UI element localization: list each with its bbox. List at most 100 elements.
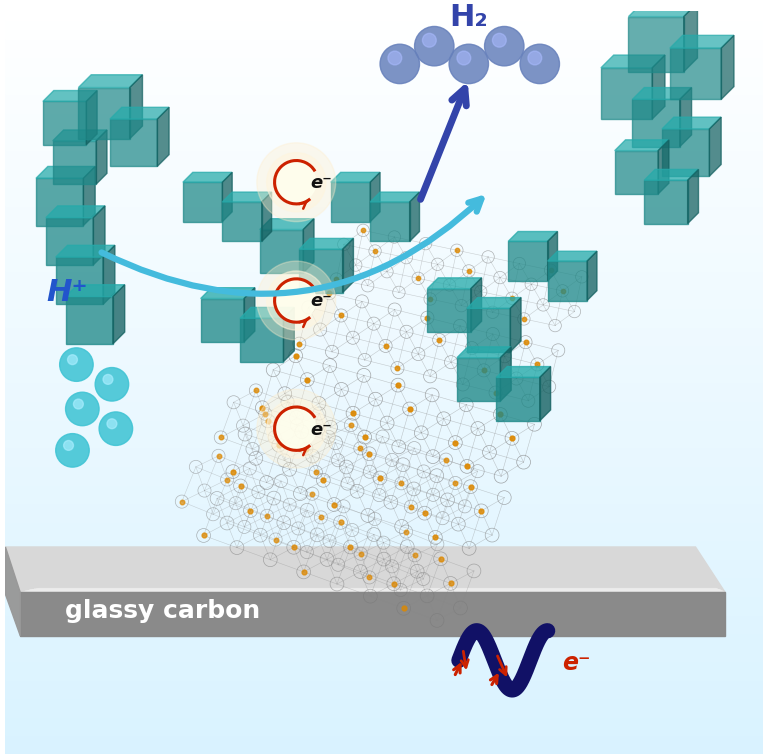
Text: e⁻: e⁻ <box>562 651 591 675</box>
Polygon shape <box>53 130 107 141</box>
Polygon shape <box>36 167 95 178</box>
Bar <box>5 19 763 29</box>
Bar <box>5 354 763 363</box>
Polygon shape <box>628 17 684 72</box>
Polygon shape <box>587 251 597 301</box>
Polygon shape <box>78 75 143 87</box>
Polygon shape <box>83 167 95 225</box>
Circle shape <box>257 389 336 468</box>
Polygon shape <box>662 117 721 129</box>
Polygon shape <box>28 589 721 591</box>
Bar <box>5 56 763 66</box>
Polygon shape <box>240 308 294 318</box>
Bar <box>5 29 763 38</box>
Bar <box>5 502 763 513</box>
Circle shape <box>95 367 129 401</box>
Polygon shape <box>183 173 232 182</box>
Text: e⁻: e⁻ <box>310 174 332 192</box>
Circle shape <box>99 412 133 446</box>
Polygon shape <box>200 299 244 342</box>
Polygon shape <box>370 192 419 202</box>
Bar <box>5 326 763 336</box>
Circle shape <box>415 26 454 66</box>
Circle shape <box>107 418 117 429</box>
Polygon shape <box>343 238 353 293</box>
Bar <box>5 38 763 48</box>
Bar <box>5 614 763 624</box>
Polygon shape <box>157 107 169 167</box>
Polygon shape <box>427 289 471 332</box>
Polygon shape <box>670 48 721 100</box>
Polygon shape <box>409 192 419 241</box>
Text: glassy carbon: glassy carbon <box>65 599 260 623</box>
Polygon shape <box>22 590 724 592</box>
Polygon shape <box>500 347 511 401</box>
Bar <box>5 47 763 57</box>
Polygon shape <box>56 257 103 305</box>
Bar <box>5 660 763 670</box>
Bar <box>5 75 763 85</box>
Bar <box>5 103 763 113</box>
Polygon shape <box>548 261 587 301</box>
Bar <box>5 344 763 354</box>
Bar <box>5 195 763 206</box>
Circle shape <box>276 163 316 202</box>
Bar <box>5 632 763 642</box>
Polygon shape <box>496 366 551 378</box>
Bar <box>5 530 763 541</box>
Bar <box>5 112 763 122</box>
Bar <box>5 66 763 75</box>
Bar <box>5 679 763 689</box>
Polygon shape <box>200 288 255 299</box>
Bar <box>5 400 763 410</box>
Polygon shape <box>652 55 665 119</box>
Polygon shape <box>183 182 222 222</box>
Polygon shape <box>27 589 722 591</box>
Bar <box>5 493 763 503</box>
Polygon shape <box>93 206 105 265</box>
Bar <box>5 549 763 559</box>
Bar <box>5 558 763 569</box>
Bar <box>5 130 763 141</box>
Bar <box>5 670 763 679</box>
Circle shape <box>64 440 74 450</box>
Circle shape <box>457 51 471 65</box>
Circle shape <box>68 354 78 365</box>
Circle shape <box>266 399 326 458</box>
Bar <box>5 84 763 94</box>
Bar <box>5 186 763 197</box>
Bar <box>5 251 763 262</box>
Bar <box>5 205 763 215</box>
Polygon shape <box>5 547 725 593</box>
Polygon shape <box>65 296 113 344</box>
Circle shape <box>520 44 559 84</box>
Text: H₂: H₂ <box>449 4 488 32</box>
Circle shape <box>492 33 506 48</box>
Bar <box>5 279 763 290</box>
Polygon shape <box>26 589 722 591</box>
Polygon shape <box>508 241 548 280</box>
Bar <box>5 214 763 225</box>
Polygon shape <box>632 100 680 147</box>
Circle shape <box>257 143 336 222</box>
Polygon shape <box>5 547 20 636</box>
Circle shape <box>276 409 316 449</box>
Bar <box>5 605 763 615</box>
Bar <box>5 474 763 485</box>
Polygon shape <box>43 101 86 145</box>
Polygon shape <box>24 590 723 592</box>
Polygon shape <box>86 90 97 145</box>
Polygon shape <box>113 285 124 344</box>
Circle shape <box>266 271 326 330</box>
Circle shape <box>388 51 402 65</box>
Bar <box>5 382 763 391</box>
Circle shape <box>449 44 488 84</box>
Polygon shape <box>23 590 724 592</box>
Bar <box>5 446 763 457</box>
Polygon shape <box>471 277 482 332</box>
Bar <box>5 289 763 299</box>
Bar <box>5 242 763 253</box>
Bar <box>5 177 763 187</box>
Polygon shape <box>30 588 720 590</box>
Polygon shape <box>96 130 107 184</box>
